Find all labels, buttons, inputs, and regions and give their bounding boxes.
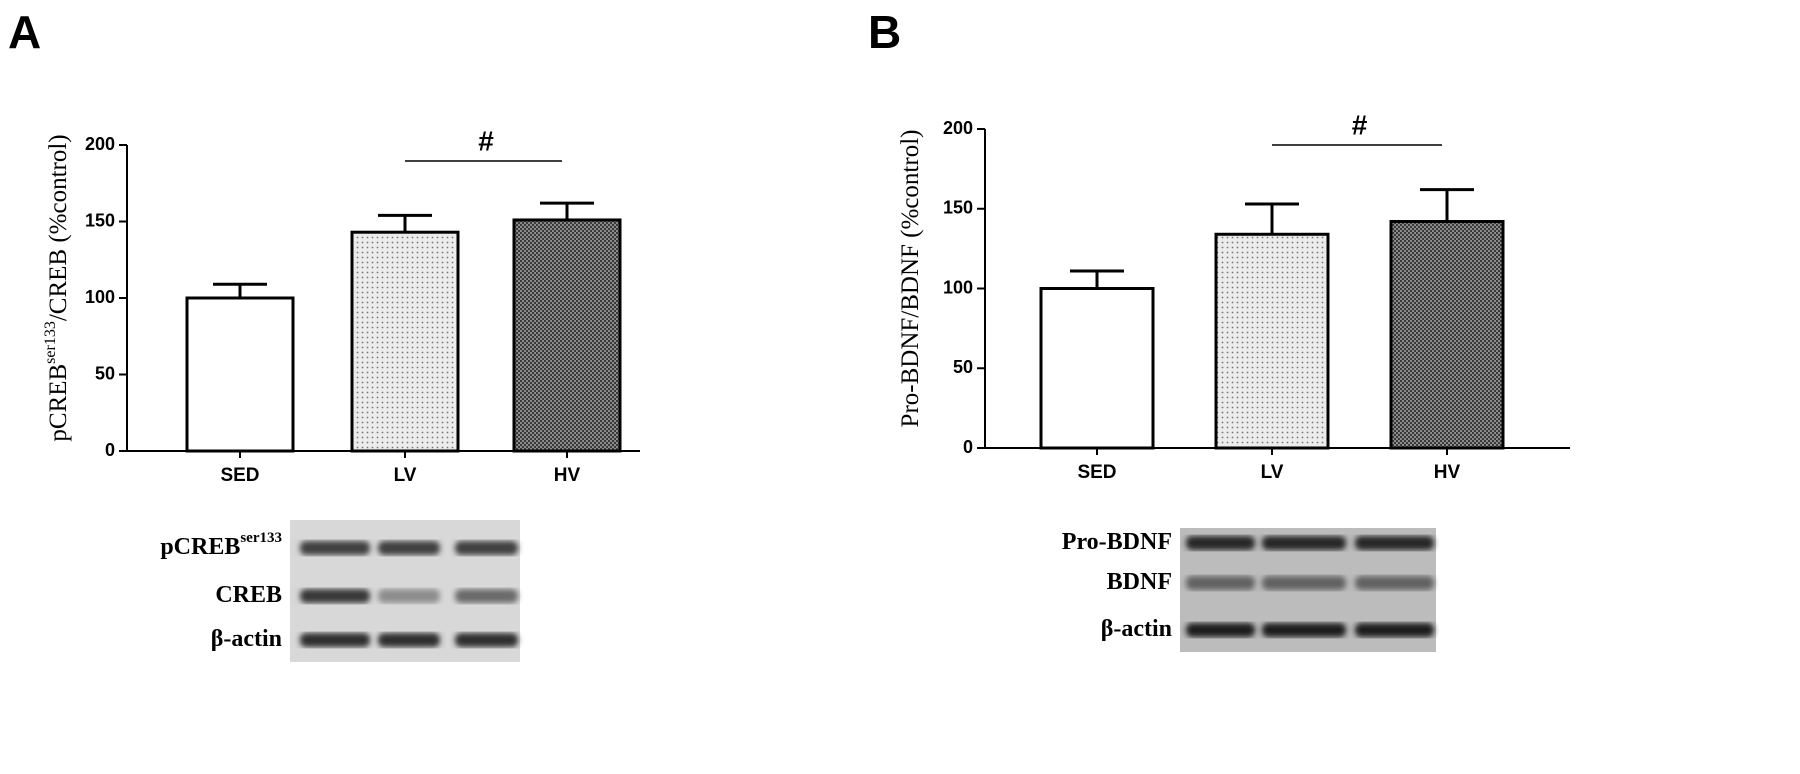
blot-band	[455, 541, 518, 555]
blot-band	[300, 633, 370, 647]
y-tick-label: 200	[943, 118, 973, 138]
panel-label: A	[8, 6, 41, 58]
y-tick-label: 150	[943, 198, 973, 218]
blot-band	[378, 541, 440, 555]
bar	[1214, 232, 1330, 450]
text-part: CREB	[215, 582, 282, 608]
text-part: Pro-BDNF/BDNF (%control)	[897, 130, 924, 428]
blot-label: β-actin	[1101, 616, 1172, 642]
text-part: Pro-BDNF	[1062, 529, 1172, 555]
bar	[350, 230, 460, 453]
text-part: BDNF	[1107, 569, 1172, 595]
blot-band	[378, 589, 440, 603]
y-tick-label: 200	[85, 134, 115, 154]
x-tick-label: SED	[1077, 462, 1116, 483]
y-tick-label: 100	[85, 287, 115, 307]
blot-label: pCREBser133	[160, 530, 282, 559]
text-part: ser133	[240, 530, 282, 546]
blot-band	[1262, 536, 1346, 550]
blot-band	[455, 589, 518, 603]
y-axis-label: Pro-BDNF/BDNF (%control)	[897, 130, 924, 428]
y-tick-label: 50	[95, 363, 115, 383]
text-part: pCREB	[160, 534, 240, 560]
blot-band	[300, 589, 370, 603]
blot-band	[1355, 576, 1434, 590]
blot-band	[378, 633, 440, 647]
y-tick-label: 0	[963, 437, 973, 457]
blot-band	[300, 541, 370, 555]
blot-band	[1186, 623, 1255, 637]
x-tick-label: LV	[394, 465, 417, 486]
blot-band	[1186, 576, 1255, 590]
x-tick-label: HV	[1434, 462, 1461, 483]
bar	[1389, 220, 1505, 450]
text-part: ser133	[42, 321, 59, 364]
bar	[1039, 287, 1155, 450]
panel-label: B	[868, 6, 901, 58]
significance-label: #	[1352, 109, 1368, 140]
blot-band	[1355, 536, 1434, 550]
blot-band	[1262, 623, 1346, 637]
blot-band	[1355, 623, 1434, 637]
y-tick-label: 100	[943, 277, 973, 297]
x-tick-label: HV	[554, 465, 581, 486]
blot-band	[455, 633, 518, 647]
y-tick-label: 0	[105, 440, 115, 460]
x-tick-label: SED	[220, 465, 259, 486]
x-tick-label: LV	[1261, 462, 1284, 483]
text-part: pCREB	[45, 364, 72, 442]
text-part: β-actin	[1101, 616, 1172, 642]
bar	[185, 296, 295, 453]
y-axis-label: pCREBser133/CREB (%control)	[42, 134, 72, 441]
blot-band	[1262, 576, 1346, 590]
y-tick-label: 50	[953, 357, 973, 377]
blot-label: CREB	[215, 582, 282, 608]
significance-label: #	[478, 125, 494, 156]
blot-label: Pro-BDNF	[1062, 529, 1172, 555]
text-part: β-actin	[211, 626, 282, 652]
text-part: /CREB (%control)	[45, 134, 72, 321]
y-tick-label: 150	[85, 210, 115, 230]
blot-band	[1186, 536, 1255, 550]
bar	[512, 218, 622, 453]
blot-label: BDNF	[1107, 569, 1172, 595]
blot-label: β-actin	[211, 626, 282, 652]
